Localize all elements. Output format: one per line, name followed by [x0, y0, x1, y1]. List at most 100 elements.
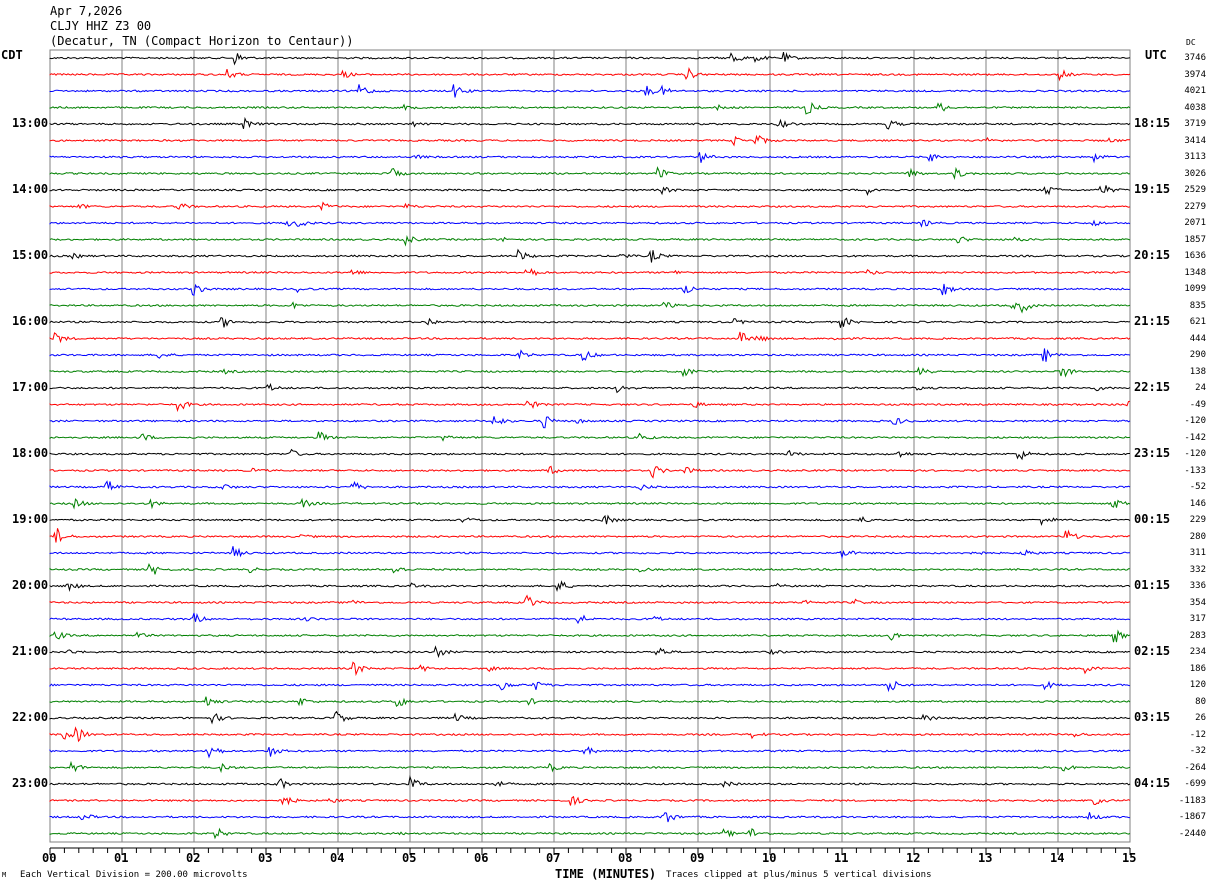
- dc-offset-label: 280: [1189, 531, 1206, 542]
- x-tick-label: 05: [402, 851, 417, 865]
- seismic-trace-row: [49, 546, 1131, 560]
- dc-offset-label: 3974: [1184, 69, 1206, 80]
- seismic-trace-row: [49, 201, 1131, 212]
- dc-offset-label: 1857: [1184, 234, 1206, 245]
- dc-offset-label: 120: [1189, 680, 1206, 690]
- dc-offset-label: -12: [1189, 729, 1206, 740]
- utc-time-label: 04:15: [1134, 776, 1171, 790]
- dc-offset-label: 2279: [1184, 201, 1206, 212]
- seismic-trace-row: [49, 400, 1131, 413]
- dc-offset-label: 621: [1189, 317, 1206, 327]
- seismic-trace-row: [49, 66, 1131, 82]
- dc-offset-label: 229: [1189, 515, 1206, 525]
- dc-offset-label: -142: [1184, 432, 1206, 443]
- seismic-trace-row: [49, 134, 1131, 147]
- x-axis-title: TIME (MINUTES): [555, 867, 657, 881]
- utc-time-label: 19:15: [1134, 182, 1171, 196]
- x-tick-label: 02: [186, 851, 201, 865]
- seismic-trace-row: [49, 331, 1131, 344]
- seismic-trace-row: [49, 746, 1131, 759]
- dc-offset-label: 332: [1189, 564, 1206, 575]
- left-axis-label: CDT: [1, 48, 23, 62]
- dc-offset-label: 138: [1189, 366, 1206, 377]
- dc-offset-label: 317: [1189, 614, 1206, 624]
- utc-time-label: 01:15: [1134, 578, 1171, 592]
- dc-offset-label: -52: [1189, 482, 1206, 492]
- seismic-trace-row: [49, 562, 1131, 575]
- cdt-time-label: 20:00: [12, 578, 49, 592]
- seismic-trace-row: [49, 726, 1131, 743]
- dc-offset-label: -2440: [1178, 828, 1206, 839]
- dc-offset-label: 3113: [1184, 152, 1206, 162]
- dc-offset-label: 283: [1189, 630, 1206, 641]
- seismic-trace-row: [49, 629, 1131, 643]
- utc-time-label: 18:15: [1134, 116, 1171, 130]
- seismic-trace-row: [49, 219, 1131, 228]
- seismic-trace-row: [49, 102, 1131, 115]
- seismic-trace-row: [49, 645, 1131, 659]
- x-tick-label: 08: [618, 851, 633, 865]
- seismic-trace-row: [49, 416, 1131, 429]
- cdt-time-label: 17:00: [12, 380, 49, 394]
- dc-offset-label: 835: [1189, 300, 1206, 311]
- x-tick-label: 06: [474, 851, 489, 865]
- plot-frame: [49, 49, 1131, 843]
- scale-note: Each Vertical Division = 200.00 microvol…: [20, 870, 248, 880]
- seismic-trace-row: [49, 348, 1131, 362]
- seismic-trace-row: [49, 661, 1131, 677]
- station-id: CLJY HHZ Z3 00: [50, 19, 152, 33]
- seismic-trace-row: [49, 760, 1131, 774]
- x-tick-label: 00: [42, 851, 57, 865]
- utc-time-label: 22:15: [1134, 380, 1171, 394]
- dc-offset-label: 4021: [1184, 86, 1206, 96]
- dc-offset-label: 3746: [1184, 53, 1206, 63]
- x-tick-label: 13: [978, 851, 993, 865]
- dc-offset-label: 311: [1189, 548, 1206, 558]
- dc-label: DC: [1186, 38, 1196, 47]
- dc-offset-label: 290: [1189, 350, 1206, 360]
- seismic-trace-row: [49, 528, 1131, 543]
- seismic-trace-row: [49, 382, 1131, 394]
- seismic-trace-row: [49, 514, 1131, 526]
- dc-offset-label: 354: [1189, 597, 1206, 608]
- utc-time-label: 20:15: [1134, 248, 1171, 262]
- seismic-trace-row: [49, 366, 1131, 378]
- utc-time-label: 02:15: [1134, 644, 1171, 658]
- dc-offset-label: 4038: [1184, 102, 1206, 113]
- dc-offset-label: 444: [1189, 333, 1206, 344]
- seismic-trace-row: [49, 84, 1131, 98]
- x-tick-label: 11: [834, 851, 849, 865]
- cdt-time-label: 18:00: [12, 446, 49, 460]
- seismic-trace-row: [49, 812, 1131, 823]
- dc-offset-label: 24: [1195, 383, 1206, 393]
- x-tick-label: 12: [906, 851, 921, 865]
- dc-offset-label: 146: [1189, 498, 1206, 509]
- corner-mark: M: [2, 871, 7, 879]
- dc-offset-label: 2071: [1184, 218, 1206, 228]
- seismic-trace-row: [49, 316, 1131, 328]
- utc-time-label: 00:15: [1134, 512, 1171, 526]
- seismic-trace-row: [49, 710, 1131, 725]
- plot-date: Apr 7,2026: [50, 4, 123, 18]
- x-tick-label: 10: [762, 851, 777, 865]
- seismic-trace-row: [49, 480, 1131, 491]
- dc-offset-label: 2529: [1184, 185, 1206, 195]
- dc-offset-label: 3414: [1184, 135, 1206, 146]
- utc-time-label: 21:15: [1134, 314, 1171, 328]
- dc-offset-label: -32: [1189, 746, 1206, 756]
- seismic-trace-row: [49, 248, 1131, 263]
- dc-offset-label: 1636: [1184, 251, 1206, 261]
- x-tick-label: 15: [1122, 851, 1137, 865]
- x-tick-label: 09: [690, 851, 705, 865]
- seismic-trace-row: [49, 116, 1131, 130]
- seismic-trace-row: [49, 827, 1131, 840]
- dc-offset-label: -1183: [1178, 795, 1206, 806]
- cdt-time-label: 21:00: [12, 644, 49, 658]
- seismic-trace-row: [49, 795, 1131, 806]
- utc-time-label: 03:15: [1134, 710, 1171, 724]
- seismic-trace-row: [49, 267, 1131, 277]
- seismic-trace-row: [49, 497, 1131, 510]
- seismic-trace-row: [49, 431, 1131, 442]
- dc-offset-label: -49: [1189, 399, 1206, 410]
